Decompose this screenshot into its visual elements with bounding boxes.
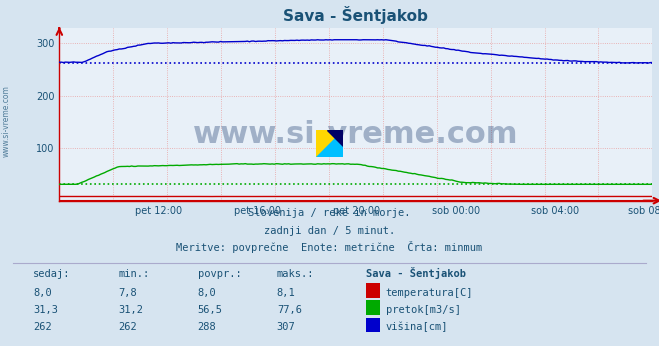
Text: zadnji dan / 5 minut.: zadnji dan / 5 minut.: [264, 226, 395, 236]
Text: sedaj:: sedaj:: [33, 269, 71, 279]
Text: min.:: min.:: [119, 269, 150, 279]
Text: Sava - Šentjakob: Sava - Šentjakob: [366, 267, 466, 279]
Text: 8,0: 8,0: [33, 288, 51, 298]
Text: Meritve: povprečne  Enote: metrične  Črta: minmum: Meritve: povprečne Enote: metrične Črta:…: [177, 241, 482, 253]
Text: Slovenija / reke in morje.: Slovenija / reke in morje.: [248, 208, 411, 218]
Text: pretok[m3/s]: pretok[m3/s]: [386, 305, 461, 315]
Text: 8,0: 8,0: [198, 288, 216, 298]
Polygon shape: [316, 130, 343, 157]
Polygon shape: [327, 130, 343, 146]
Text: 31,3: 31,3: [33, 305, 58, 315]
Text: maks.:: maks.:: [277, 269, 314, 279]
Text: višina[cm]: višina[cm]: [386, 322, 448, 333]
Text: www.si-vreme.com: www.si-vreme.com: [2, 85, 11, 157]
Text: 288: 288: [198, 322, 216, 333]
Text: temperatura[C]: temperatura[C]: [386, 288, 473, 298]
Text: 56,5: 56,5: [198, 305, 223, 315]
Text: www.si-vreme.com: www.si-vreme.com: [193, 120, 519, 149]
Text: 262: 262: [33, 322, 51, 333]
Polygon shape: [316, 130, 343, 157]
Text: 307: 307: [277, 322, 295, 333]
Text: 262: 262: [119, 322, 137, 333]
Text: 7,8: 7,8: [119, 288, 137, 298]
Text: 31,2: 31,2: [119, 305, 144, 315]
Text: 77,6: 77,6: [277, 305, 302, 315]
Text: povpr.:: povpr.:: [198, 269, 241, 279]
Title: Sava - Šentjakob: Sava - Šentjakob: [283, 6, 428, 24]
Text: 8,1: 8,1: [277, 288, 295, 298]
